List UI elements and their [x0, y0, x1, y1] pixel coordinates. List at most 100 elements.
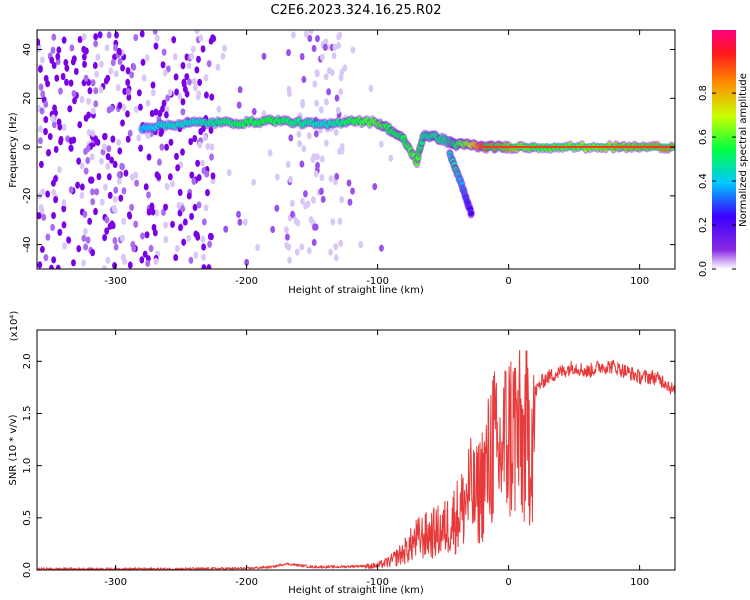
noise-speckle [96, 172, 102, 181]
noise-speckle [167, 173, 173, 181]
noise-speckle [163, 235, 169, 244]
noise-speckle [311, 238, 317, 247]
noise-speckle [288, 175, 293, 184]
y-tick-label: 1.5 [22, 406, 33, 422]
noise-speckle [226, 169, 232, 177]
noise-speckle [105, 152, 111, 161]
noise-speckle [94, 70, 100, 78]
noise-speckle [170, 220, 175, 228]
noise-speckle [122, 257, 128, 266]
noise-speckle [301, 145, 307, 153]
noise-speckle [165, 94, 170, 102]
noise-speckle [93, 207, 98, 216]
colorbar-tick-label: 0.4 [698, 173, 709, 189]
noise-speckle [125, 67, 131, 75]
x-tick-label: 0 [505, 577, 511, 588]
noise-speckle [379, 244, 384, 252]
noise-speckle [145, 259, 151, 268]
noise-speckle [204, 170, 210, 178]
noise-speckle [110, 221, 116, 230]
noise-speckle [198, 34, 204, 42]
noise-speckle [64, 64, 70, 72]
noise-speckle [113, 44, 118, 52]
noise-speckle [182, 218, 188, 226]
noise-speckle [162, 69, 168, 77]
noise-speckle [331, 52, 337, 60]
noise-speckle [99, 198, 105, 206]
noise-speckle [337, 31, 343, 39]
noise-speckle [150, 208, 156, 216]
noise-speckle [141, 74, 147, 82]
noise-speckle [188, 256, 194, 264]
noise-speckle [38, 83, 44, 91]
noise-speckle [139, 30, 145, 38]
noise-speckle [120, 234, 125, 242]
noise-speckle [209, 143, 215, 151]
noise-speckle [62, 242, 67, 250]
spectrogram-y-ticks: -40 -20 0 20 40 [22, 43, 675, 253]
noise-speckle [164, 182, 170, 191]
noise-speckle [184, 90, 190, 98]
noise-speckle [118, 194, 124, 202]
noise-speckle [314, 99, 320, 108]
noise-speckle [38, 65, 43, 73]
noise-speckle [102, 233, 107, 242]
noise-speckle [47, 132, 53, 141]
noise-speckle [173, 253, 179, 262]
noise-speckle [177, 92, 183, 101]
noise-speckle [136, 89, 142, 97]
noise-speckle [111, 204, 117, 213]
noise-speckle [146, 191, 151, 199]
noise-speckle [323, 98, 329, 106]
noise-speckle [150, 89, 156, 97]
noise-speckle [57, 123, 63, 131]
noise-speckle [146, 208, 152, 216]
noise-speckle [76, 245, 82, 253]
noise-speckle [38, 204, 44, 212]
noise-speckle [204, 91, 209, 99]
noise-speckle [116, 47, 122, 56]
noise-speckle [220, 52, 226, 60]
noise-speckle [110, 135, 116, 143]
y-tick-label: -20 [22, 188, 33, 204]
noise-speckle [180, 98, 186, 106]
noise-speckle [70, 58, 76, 66]
noise-speckle [76, 157, 82, 165]
noise-speckle [296, 130, 302, 138]
noise-speckle [251, 178, 257, 186]
noise-speckle [322, 43, 328, 51]
noise-speckle [122, 87, 128, 96]
noise-speckle [140, 58, 146, 66]
noise-speckle [75, 181, 81, 189]
noise-speckle [148, 244, 154, 253]
noise-speckle [98, 60, 104, 68]
noise-speckle [195, 93, 201, 101]
noise-speckle [105, 256, 111, 264]
colorbar-ticks: 0.0 0.2 0.4 0.6 0.8 [698, 85, 736, 277]
spectrogram-x-label: Height of straight line (km) [288, 285, 424, 296]
noise-speckle [297, 140, 303, 148]
noise-speckle [334, 94, 340, 102]
noise-speckle [37, 38, 41, 46]
noise-speckle [101, 265, 107, 269]
noise-speckle [104, 227, 110, 235]
noise-speckle [61, 205, 67, 213]
noise-speckle [193, 84, 198, 92]
noise-speckle [171, 36, 177, 44]
noise-speckle [121, 187, 127, 195]
noise-speckle [286, 49, 291, 57]
noise-speckle [173, 73, 179, 81]
colorbar-gradient [712, 30, 736, 269]
x-tick-label: 0 [505, 276, 511, 287]
noise-speckle [120, 119, 125, 127]
noise-speckle [106, 31, 112, 39]
noise-speckle [129, 203, 135, 212]
y-tick-label: 2.0 [22, 353, 33, 369]
noise-speckle [120, 64, 125, 72]
noise-speckle [192, 134, 198, 143]
noise-speckle [342, 64, 348, 72]
noise-speckle [236, 101, 242, 109]
noise-speckle [112, 195, 118, 203]
noise-speckle [196, 201, 202, 209]
noise-speckle [85, 236, 91, 244]
